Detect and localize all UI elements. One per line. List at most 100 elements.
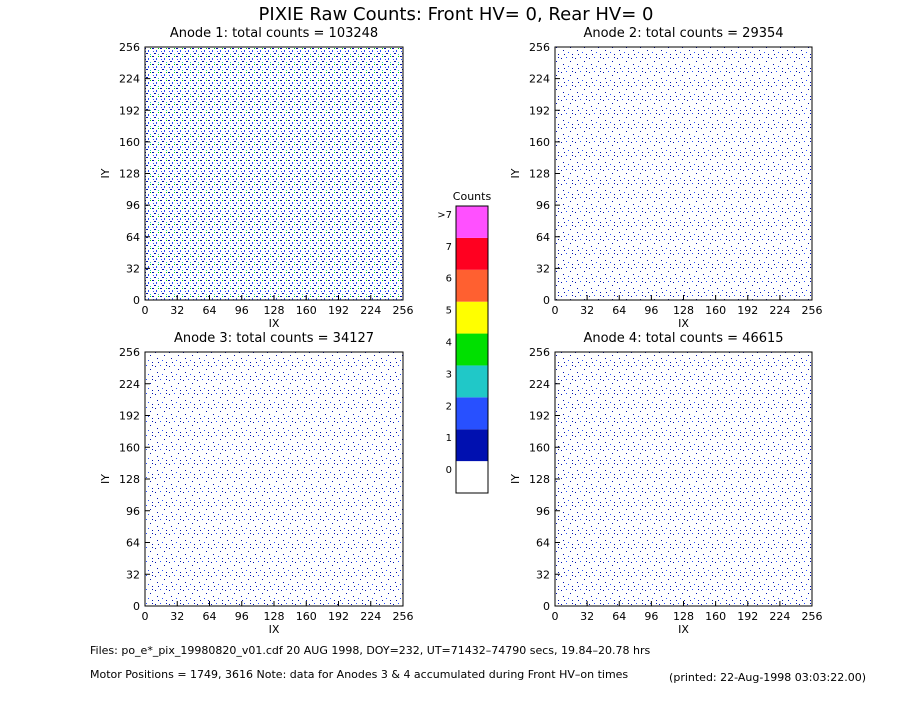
colorbar-label: 4 — [446, 338, 452, 349]
colorbar-label: 2 — [446, 401, 452, 412]
y-tick-label: 160 — [529, 136, 550, 149]
footer-printed: (printed: 22-Aug-1998 03:03:22.00) — [669, 671, 866, 684]
x-tick-label: 96 — [235, 304, 249, 317]
y-tick-label: 0 — [543, 294, 550, 307]
colorbar-label: 0 — [446, 465, 452, 476]
colorbar-label: 6 — [446, 274, 452, 285]
y-tick-label: 128 — [119, 473, 140, 486]
x-tick-label: 224 — [360, 304, 381, 317]
y-tick-label: 32 — [536, 568, 550, 581]
y-tick-label: 32 — [536, 262, 550, 275]
x-tick-label: 32 — [580, 610, 594, 623]
y-axis-label: IY — [99, 168, 112, 178]
footer-note: Motor Positions = 1749, 3616 Note: data … — [90, 668, 628, 681]
x-tick-label: 64 — [203, 610, 217, 623]
colorbar-swatch — [456, 237, 488, 270]
x-tick-label: 96 — [644, 610, 658, 623]
x-tick-label: 0 — [142, 304, 149, 317]
colorbar-swatch — [456, 206, 488, 238]
colorbar-swatch — [456, 269, 488, 302]
heatmap-area — [145, 47, 403, 300]
x-tick-label: 128 — [264, 304, 285, 317]
heatmap-area — [555, 352, 812, 606]
x-tick-label: 192 — [328, 304, 349, 317]
x-tick-label: 0 — [142, 610, 149, 623]
x-tick-label: 256 — [393, 304, 414, 317]
y-tick-label: 96 — [536, 199, 550, 212]
x-tick-label: 96 — [235, 610, 249, 623]
x-tick-label: 0 — [552, 610, 559, 623]
y-tick-label: 224 — [529, 73, 550, 86]
heatmap-area — [555, 47, 812, 300]
colorbar-label: >7 — [437, 210, 452, 221]
x-axis-label: IX — [269, 623, 280, 636]
y-tick-label: 32 — [126, 262, 140, 275]
x-tick-label: 192 — [328, 610, 349, 623]
x-tick-label: 256 — [393, 610, 414, 623]
x-tick-label: 160 — [705, 610, 726, 623]
panel-title: Anode 1: total counts = 103248 — [170, 26, 378, 41]
x-tick-label: 256 — [802, 304, 823, 317]
x-tick-label: 128 — [673, 304, 694, 317]
x-tick-label: 160 — [296, 610, 317, 623]
y-tick-label: 192 — [119, 410, 140, 423]
x-tick-label: 32 — [580, 304, 594, 317]
colorbar-label: 7 — [446, 242, 452, 253]
heatmap-area — [145, 352, 403, 606]
colorbar-swatch — [456, 461, 488, 493]
main-title: PIXIE Raw Counts: Front HV= 0, Rear HV= … — [259, 4, 654, 25]
y-tick-label: 224 — [119, 378, 140, 391]
panel-title: Anode 2: total counts = 29354 — [583, 26, 783, 41]
panel-title: Anode 4: total counts = 46615 — [583, 331, 783, 346]
y-tick-label: 160 — [529, 441, 550, 454]
y-tick-label: 256 — [529, 41, 550, 54]
x-tick-label: 0 — [552, 304, 559, 317]
colorbar-frame — [455, 205, 489, 494]
x-tick-label: 128 — [264, 610, 285, 623]
x-tick-label: 64 — [612, 304, 626, 317]
y-tick-label: 0 — [133, 600, 140, 613]
y-tick-label: 96 — [536, 505, 550, 518]
colorbar-swatch — [456, 365, 488, 398]
y-tick-label: 64 — [536, 231, 550, 244]
y-tick-label: 256 — [529, 346, 550, 359]
y-tick-label: 0 — [543, 600, 550, 613]
y-tick-label: 32 — [126, 568, 140, 581]
y-tick-label: 224 — [119, 73, 140, 86]
x-tick-label: 160 — [296, 304, 317, 317]
y-tick-label: 64 — [126, 537, 140, 550]
y-axis-label: IY — [99, 474, 112, 484]
x-tick-label: 32 — [170, 610, 184, 623]
y-tick-label: 192 — [529, 104, 550, 117]
x-axis-label: IX — [678, 317, 689, 330]
panel-title: Anode 3: total counts = 34127 — [174, 331, 374, 346]
colorbar-swatch — [456, 397, 488, 430]
colorbar-swatch — [456, 333, 488, 366]
y-tick-label: 128 — [119, 168, 140, 181]
colorbar-title: Counts — [453, 190, 492, 203]
y-tick-label: 224 — [529, 378, 550, 391]
x-tick-label: 96 — [644, 304, 658, 317]
colorbar-swatch — [456, 301, 488, 334]
y-tick-label: 64 — [126, 231, 140, 244]
footer-files: Files: po_e*_pix_19980820_v01.cdf 20 AUG… — [90, 644, 651, 657]
y-tick-label: 64 — [536, 537, 550, 550]
x-tick-label: 224 — [360, 610, 381, 623]
colorbar-label: 3 — [446, 369, 452, 380]
y-tick-label: 256 — [119, 41, 140, 54]
x-tick-label: 128 — [673, 610, 694, 623]
y-axis-label: IY — [509, 168, 522, 178]
x-tick-label: 64 — [612, 610, 626, 623]
colorbar-label: 5 — [446, 306, 452, 317]
y-tick-label: 128 — [529, 168, 550, 181]
y-tick-label: 192 — [119, 104, 140, 117]
colorbar-label: 1 — [446, 433, 452, 444]
y-tick-label: 128 — [529, 473, 550, 486]
y-tick-label: 192 — [529, 410, 550, 423]
x-tick-label: 224 — [769, 610, 790, 623]
y-tick-label: 160 — [119, 441, 140, 454]
x-tick-label: 192 — [737, 304, 758, 317]
x-axis-label: IX — [678, 623, 689, 636]
y-tick-label: 96 — [126, 199, 140, 212]
